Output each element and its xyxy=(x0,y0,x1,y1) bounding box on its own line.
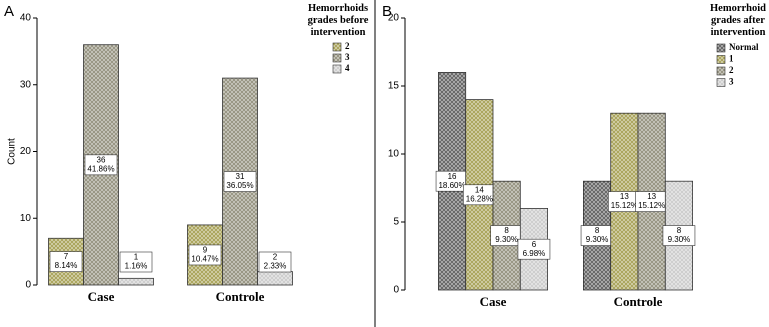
value-label: 31 xyxy=(236,172,245,181)
x-tick-label: Controle xyxy=(614,294,663,309)
y-tick-label: 40 xyxy=(20,13,32,24)
y-tick-label: 0 xyxy=(25,280,31,291)
value-label: 13 xyxy=(620,192,629,201)
y-axis-title: Count xyxy=(7,138,18,165)
percent-label: 1.16% xyxy=(125,262,148,271)
panel-label: B xyxy=(382,3,392,20)
value-label-box xyxy=(662,225,696,246)
legend-label: 4 xyxy=(345,63,350,73)
y-tick-label: 20 xyxy=(20,146,32,157)
value-label: 13 xyxy=(647,192,656,201)
percent-label: 10.47% xyxy=(191,255,218,264)
x-tick-label: Case xyxy=(88,289,115,304)
legend-swatch xyxy=(716,43,726,53)
value-label-box xyxy=(119,251,153,273)
legend-title: Hemorrhoid grades after intervention xyxy=(710,3,766,38)
value-label-box xyxy=(49,251,83,272)
legend-swatch xyxy=(716,78,726,87)
value-label: 36 xyxy=(97,155,106,164)
legend-swatch xyxy=(716,66,726,76)
legend-title: Hemorrhoids grades before intervention xyxy=(307,3,369,38)
value-label-box xyxy=(517,238,551,260)
percent-label: 15.12% xyxy=(611,201,638,210)
percent-label: 8.14% xyxy=(55,261,78,270)
value-label: 7 xyxy=(64,252,69,261)
percent-label: 9.30% xyxy=(586,235,609,244)
legend-label: 2 xyxy=(729,65,734,75)
bar xyxy=(257,271,293,286)
value-label: 1 xyxy=(134,253,139,262)
value-label-box xyxy=(188,244,222,266)
value-label-box xyxy=(84,154,118,176)
percent-label: 9.30% xyxy=(495,235,518,244)
y-tick-label: 5 xyxy=(393,217,399,228)
x-tick-label: Controle xyxy=(216,289,265,304)
value-label: 16 xyxy=(448,172,457,181)
y-tick-label: 10 xyxy=(20,213,32,224)
y-tick-label: 10 xyxy=(388,149,400,160)
panel-label: A xyxy=(4,3,14,20)
legend-swatch xyxy=(716,55,726,64)
percent-label: 16.28% xyxy=(466,194,493,203)
y-tick-label: 0 xyxy=(393,285,399,296)
percent-label: 41.86% xyxy=(87,164,114,173)
legend-swatch xyxy=(332,42,342,52)
percent-label: 2.33% xyxy=(264,262,287,271)
value-label-box xyxy=(223,171,257,192)
value-label: 6 xyxy=(532,240,537,249)
value-label-box xyxy=(258,251,292,273)
percent-label: 18.60% xyxy=(438,181,465,190)
legend-label: 3 xyxy=(729,77,734,87)
value-label: 8 xyxy=(595,226,600,235)
percent-label: 9.30% xyxy=(668,235,691,244)
legend-swatch xyxy=(332,64,342,74)
value-label: 14 xyxy=(475,185,484,194)
value-label: 2 xyxy=(273,253,278,262)
legend-swatch xyxy=(332,53,342,63)
value-label: 8 xyxy=(504,226,509,235)
x-tick-label: Case xyxy=(480,294,507,309)
legend-label: 1 xyxy=(729,54,734,64)
percent-label: 15.12% xyxy=(638,201,665,210)
percent-label: 36.05% xyxy=(226,181,253,190)
y-tick-label: 20 xyxy=(388,13,400,24)
y-tick-label: 30 xyxy=(20,79,32,90)
legend-label: 2 xyxy=(345,41,350,51)
bar xyxy=(118,277,154,286)
percent-label: 6.98% xyxy=(523,249,546,258)
value-label: 8 xyxy=(677,226,682,235)
legend-label: 3 xyxy=(345,52,350,62)
legend-label: Normal xyxy=(729,42,759,52)
y-tick-label: 15 xyxy=(388,81,400,92)
value-label: 9 xyxy=(203,246,208,255)
